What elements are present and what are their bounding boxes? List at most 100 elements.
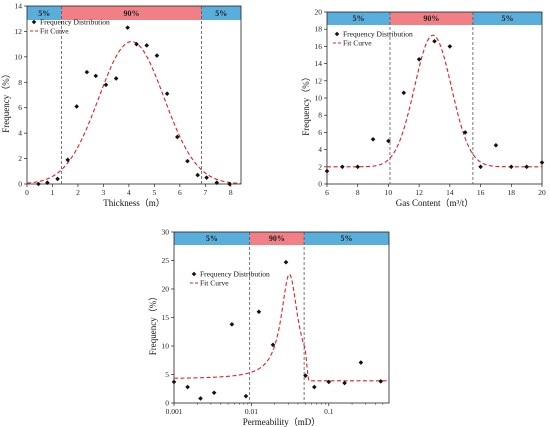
y-tick-label: 10 [315,94,323,103]
data-point [524,164,529,170]
x-tick-label: 12 [415,188,423,197]
y-tick-label: 25 [162,256,170,265]
data-point [175,134,180,140]
data-point [493,143,499,148]
y-tick-label: 12 [15,27,23,36]
band-label: 90% [269,234,285,243]
band-2 [304,232,389,245]
band-1 [389,12,473,25]
band-0 [174,232,250,245]
y-axis-title: Frequency（%） [148,292,158,355]
y-tick-label: 12 [315,76,323,85]
data-point [283,259,289,265]
data-point [478,164,483,170]
band-label: 5% [501,14,513,23]
data-point [256,309,262,315]
data-point [93,73,99,79]
data-point [312,384,317,390]
y-tick-label: 0 [165,399,169,408]
data-point [134,41,139,47]
x-tick-label: 1 [51,188,55,197]
data-point [185,158,190,164]
y-tick-label: 18 [315,25,323,34]
x-tick-label: 0.001 [166,407,183,416]
legend-curve-label: Fit Curve [40,27,69,36]
band-label: 90% [123,9,139,18]
data-point [358,360,364,365]
chart-permeability: 5% 90% 5% 0 5 10 15 20 25 30 0.001 0.01 0.1Permeabil… [148,228,390,427]
x-tick-label: 18 [508,188,516,197]
y-tick-label: 2 [18,154,22,163]
y-tick-label: 6 [18,103,22,112]
y-tick-label: 5 [165,370,169,379]
data-point [355,164,361,170]
data-point [370,136,376,142]
x-tick-label: 6 [178,188,182,197]
band-2 [472,12,542,25]
band-label: 90% [423,14,439,23]
band-label: 5% [215,9,227,18]
legend-points-label: Frequency Distribution [40,18,110,27]
data-point [198,396,203,401]
data-point [227,181,232,187]
x-axis-title: Permeability（mD） [243,417,321,427]
data-point [195,172,200,178]
band-1 [249,232,305,245]
data-point [113,76,119,81]
legend-points-label: Frequency Distribution [343,30,413,39]
data-point [74,104,79,109]
chart-gas-content: 5% 90% 5% 0 2 4 6 8 10 12 14 16 18 20 6 8 10 12 14 16 18 20 Ga… [301,8,546,209]
x-tick-label: 7 [203,188,207,197]
x-tick-label: 0 [25,188,29,197]
fit-curve [173,273,389,382]
x-tick-label: 3 [102,188,106,197]
x-tick-label: 2 [76,188,80,197]
data-point [164,91,170,97]
data-point [508,164,514,170]
band-0 [327,12,390,25]
x-axis-title: Thickness（m） [103,198,165,208]
band-label: 5% [38,9,50,18]
y-tick-label: 16 [315,42,323,51]
y-tick-label: 10 [162,342,170,351]
data-point [378,379,384,384]
y-tick-label: 14 [315,59,323,68]
data-point [243,393,249,399]
y-tick-label: 0 [18,180,22,189]
data-point [324,168,330,174]
data-point [303,373,308,378]
legend-point-marker [191,271,197,277]
data-point [229,322,235,327]
band-label: 5% [206,234,218,243]
data-point [386,138,391,144]
data-point [462,130,468,135]
data-point [185,384,190,390]
x-tick-label: 4 [127,188,131,197]
data-point [65,157,71,163]
legend-points-label: Frequency Distribution [200,270,270,279]
data-point [171,379,177,385]
y-axis-title: Frequency（%） [1,69,11,132]
plot-frame [26,5,242,185]
x-tick-label: 0.01 [245,407,258,416]
data-point [154,53,160,58]
x-tick-label: 0.1 [324,407,334,416]
data-point [401,90,407,96]
y-tick-label: 8 [18,78,22,87]
x-tick-label: 16 [477,188,485,197]
x-tick-label: 20 [538,188,546,197]
legend-point-marker [334,31,340,37]
band-0 [27,6,62,20]
x-tick-label: 6 [325,188,329,197]
data-point [36,181,41,187]
fit-curve [327,34,542,168]
y-tick-label: 20 [315,8,323,17]
y-tick-label: 20 [162,285,170,294]
band-label: 5% [352,14,364,23]
y-tick-label: 4 [18,129,22,138]
data-point [103,82,109,88]
fit-curve [26,41,242,185]
